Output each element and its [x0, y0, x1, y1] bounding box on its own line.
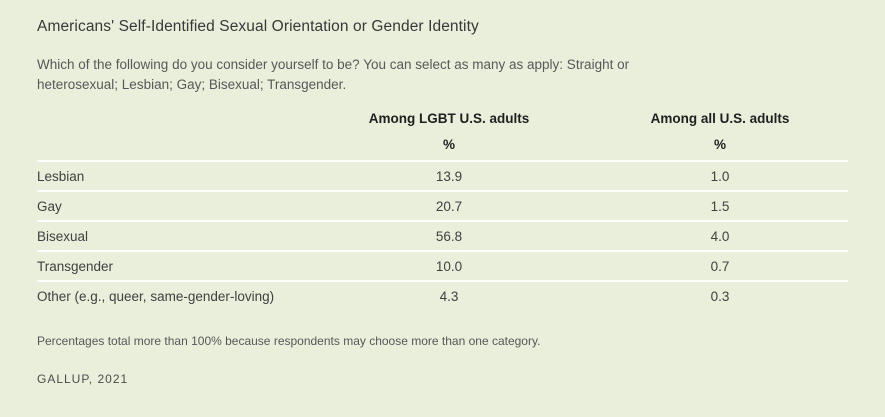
row-label: Other (e.g., queer, same-gender-loving) — [37, 288, 275, 304]
value-lgbt: 13.9 — [435, 168, 463, 184]
value-lgbt: 20.7 — [435, 198, 463, 214]
survey-question: Which of the following do you consider y… — [37, 57, 630, 92]
unit-cell-lgbt: % — [442, 137, 455, 152]
value-lgbt: 4.3 — [439, 288, 459, 304]
value-lgbt: 10.0 — [435, 258, 463, 274]
table-body: Lesbian 13.9 1.0 Gay 20.7 1.5 Bisexual 5… — [37, 160, 848, 310]
table-row-lesbian: Lesbian 13.9 1.0 — [37, 160, 848, 190]
table-unit-row: % % — [37, 138, 848, 152]
value-all: 0.7 — [710, 258, 730, 274]
footnote: Percentages total more than 100% because… — [37, 334, 541, 348]
table-row-gay: Gay 20.7 1.5 — [37, 190, 848, 220]
column-header-lgbt-adults: Among LGBT U.S. adults — [368, 111, 530, 126]
row-label: Transgender — [37, 258, 114, 274]
value-all: 0.3 — [710, 288, 730, 304]
row-label: Lesbian — [37, 168, 85, 184]
table-row-bisexual: Bisexual 56.8 4.0 — [37, 220, 848, 250]
source-attribution: GALLUP, 2021 — [37, 372, 129, 386]
table-header-row: Among LGBT U.S. adults Among all U.S. ad… — [37, 111, 848, 126]
value-lgbt: 56.8 — [435, 228, 463, 244]
gallup-table-card: Americans' Self-Identified Sexual Orient… — [37, 18, 848, 386]
unit-cell-all: % — [713, 137, 726, 152]
value-all: 1.0 — [710, 168, 730, 184]
row-label: Bisexual — [37, 228, 89, 244]
table-row-other: Other (e.g., queer, same-gender-loving) … — [37, 280, 848, 310]
orientation-identity-table: Among LGBT U.S. adults Among all U.S. ad… — [37, 111, 848, 310]
value-all: 4.0 — [710, 228, 730, 244]
column-header-all-adults: Among all U.S. adults — [650, 111, 790, 126]
table-row-transgender: Transgender 10.0 0.7 — [37, 250, 848, 280]
value-all: 1.5 — [710, 198, 730, 214]
page-title: Americans' Self-Identified Sexual Orient… — [37, 18, 479, 35]
row-label: Gay — [37, 198, 62, 214]
